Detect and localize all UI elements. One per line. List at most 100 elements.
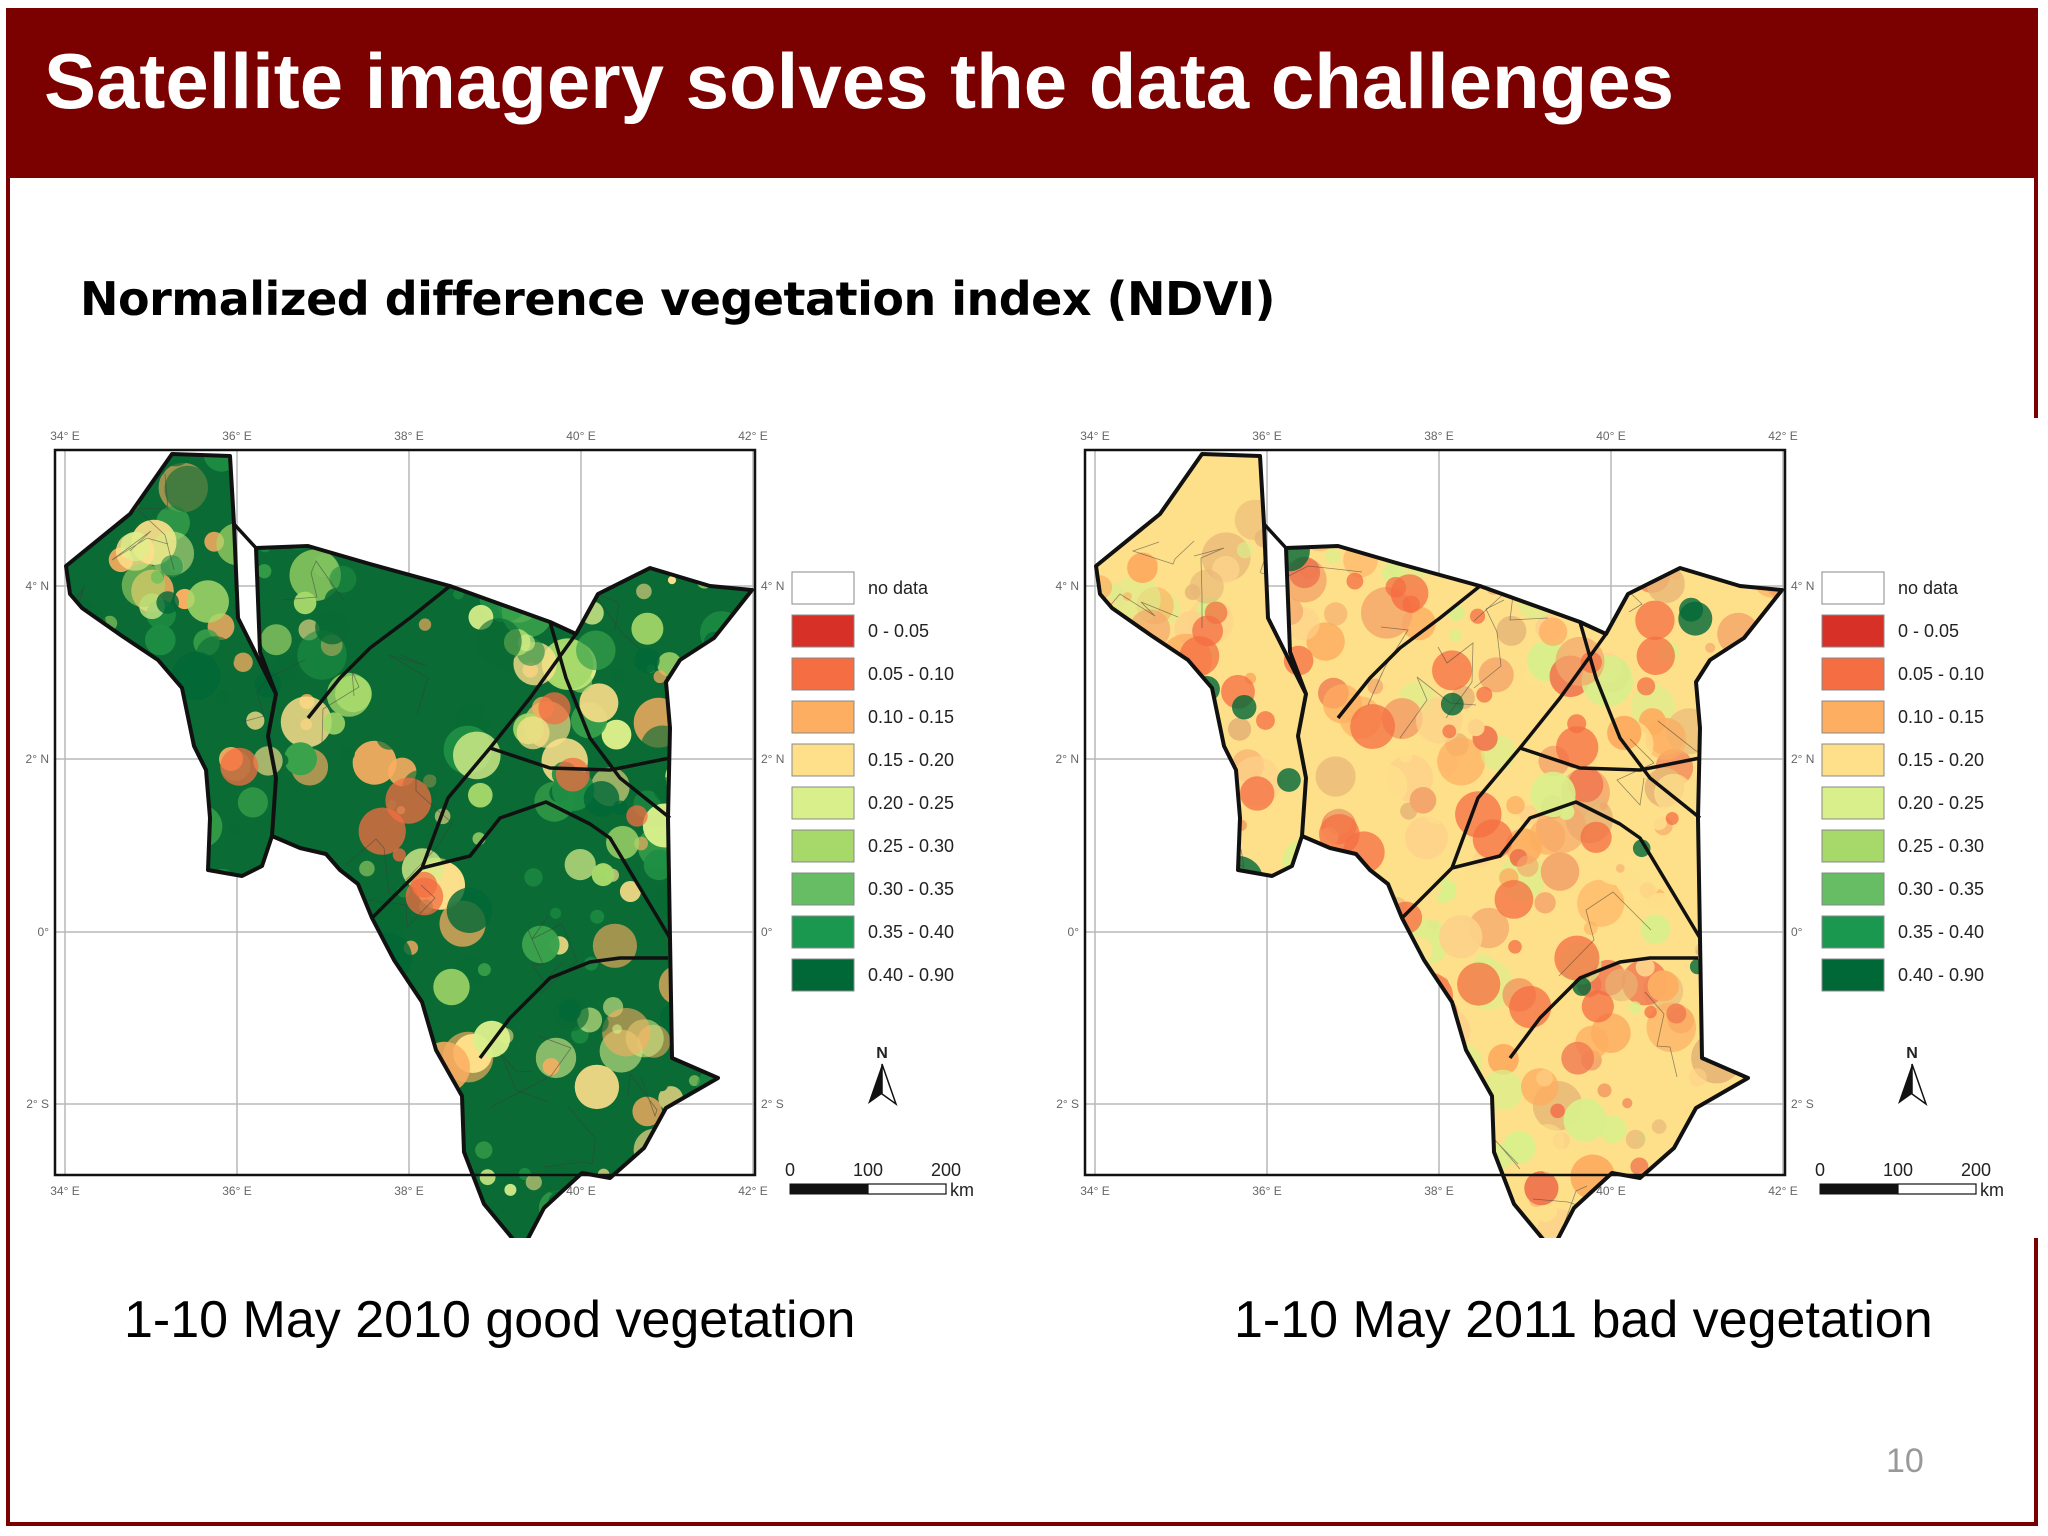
legend-label: no data	[868, 578, 929, 598]
legend-label: 0.40 - 0.90	[868, 965, 954, 985]
legend-label: 0.35 - 0.40	[868, 922, 954, 942]
svg-text:N: N	[876, 1045, 888, 1062]
scale-tick-label: 200	[1961, 1160, 1991, 1180]
scale-tick-label: 0	[785, 1160, 795, 1180]
scale-tick-label: 100	[1883, 1160, 1913, 1180]
lon-tick-label-bottom: 34° E	[1080, 1184, 1109, 1198]
county-borders	[1262, 522, 1702, 1060]
legend-swatch	[791, 743, 855, 777]
region-outline	[64, 452, 754, 1238]
lat-tick-label-left: 2° S	[26, 1097, 49, 1111]
legend-swatch	[1821, 743, 1885, 777]
lon-tick-label-bottom: 36° E	[222, 1184, 251, 1198]
legend-swatch	[1821, 958, 1885, 992]
legend-label: 0.30 - 0.35	[1898, 879, 1984, 899]
lon-tick-label-top: 40° E	[1596, 429, 1625, 443]
scale-tick-label: 200	[931, 1160, 961, 1180]
legend-swatch	[1821, 915, 1885, 949]
scale-unit: km	[1980, 1180, 2004, 1200]
legend-label: 0.10 - 0.15	[1898, 707, 1984, 727]
legend-label: 0.40 - 0.90	[1898, 965, 1984, 985]
legend-label: 0.20 - 0.25	[868, 793, 954, 813]
lon-tick-label-top: 40° E	[566, 429, 595, 443]
lat-tick-label-left: 2° N	[1056, 752, 1079, 766]
lat-tick-label-right: 2° S	[1791, 1097, 1814, 1111]
page-number: 10	[1886, 1442, 1924, 1480]
legend-swatch	[1821, 872, 1885, 906]
lon-tick-label-bottom: 34° E	[50, 1184, 79, 1198]
legend-swatch	[791, 915, 855, 949]
lon-tick-label-top: 38° E	[394, 429, 423, 443]
legend-label: 0.25 - 0.30	[868, 836, 954, 856]
lon-tick-label-top: 36° E	[1252, 429, 1281, 443]
legend-label: 0.15 - 0.20	[1898, 750, 1984, 770]
legend-swatch	[791, 657, 855, 691]
lat-tick-label-left: 0°	[38, 925, 50, 939]
scale-tick-label: 0	[1815, 1160, 1825, 1180]
lat-tick-label-right: 0°	[1791, 925, 1803, 939]
slide-title: Satellite imagery solves the data challe…	[44, 37, 1675, 125]
legend-label: no data	[1898, 578, 1959, 598]
legend-swatch	[791, 571, 855, 605]
lat-tick-label-left: 4° N	[1056, 579, 1079, 593]
north-arrow-icon: N	[1898, 1045, 1928, 1106]
legend-swatch	[1821, 614, 1885, 648]
legend-swatch	[1821, 829, 1885, 863]
legend-swatch	[791, 872, 855, 906]
legend-swatch	[791, 614, 855, 648]
lat-tick-label-right: 4° N	[1791, 579, 1814, 593]
lon-tick-label-bottom: 38° E	[394, 1184, 423, 1198]
lon-tick-label-bottom: 40° E	[566, 1184, 595, 1198]
legend-label: 0.35 - 0.40	[1898, 922, 1984, 942]
legend-label: 0.15 - 0.20	[868, 750, 954, 770]
lon-tick-label-top: 36° E	[222, 429, 251, 443]
lon-tick-label-top: 38° E	[1424, 429, 1453, 443]
lat-tick-label-right: 2° N	[761, 752, 784, 766]
map-caption-2011: 1-10 May 2011 bad vegetation	[1234, 1291, 1933, 1349]
map-subtitle: Normalized difference vegetation index (…	[80, 272, 1275, 326]
graticule: 34° E 34° E 36° E 36° E 38° E 38° E 40° E 40° E…	[26, 429, 785, 1198]
lon-tick-label-bottom: 36° E	[1252, 1184, 1281, 1198]
legend-swatch	[791, 829, 855, 863]
lat-tick-label-right: 2° S	[761, 1097, 784, 1111]
legend-swatch	[791, 958, 855, 992]
legend-label: 0.30 - 0.35	[868, 879, 954, 899]
lon-tick-label-top: 34° E	[50, 429, 79, 443]
lon-tick-label-bottom: 38° E	[1424, 1184, 1453, 1198]
legend-swatch	[791, 786, 855, 820]
legend-label: 0 - 0.05	[1898, 621, 1959, 641]
lon-tick-label-bottom: 40° E	[1596, 1184, 1625, 1198]
map-frame	[1083, 448, 1787, 1177]
ndvi-map-2011: 34° E 34° E 36° E 36° E 38° E 38° E 40° E 40° E…	[1040, 418, 2040, 1238]
legend-label: 0 - 0.05	[868, 621, 929, 641]
svg-text:N: N	[1906, 1045, 1918, 1062]
lat-tick-label-right: 2° N	[1791, 752, 1814, 766]
scale-tick-label: 100	[853, 1160, 883, 1180]
legend-swatch	[791, 700, 855, 734]
title-bar	[6, 8, 2038, 178]
lon-tick-label-top: 34° E	[1080, 429, 1109, 443]
legend-swatch	[1821, 571, 1885, 605]
lon-tick-label-top: 42° E	[1768, 429, 1797, 443]
map-caption-2010: 1-10 May 2010 good vegetation	[124, 1291, 856, 1349]
scale-unit: km	[950, 1180, 974, 1200]
legend-label: 0.10 - 0.15	[868, 707, 954, 727]
lat-tick-label-right: 4° N	[761, 579, 784, 593]
lon-tick-label-bottom: 42° E	[1768, 1184, 1797, 1198]
lat-tick-label-left: 0°	[1068, 925, 1080, 939]
ndvi-legend: no data 0 - 0.05 0.05 - 0.10 0.10 - 0.15 0.1…	[1821, 571, 1984, 992]
legend-swatch	[1821, 657, 1885, 691]
legend-label: 0.05 - 0.10	[1898, 664, 1984, 684]
map-frame	[53, 448, 757, 1177]
lat-tick-label-left: 2° S	[1056, 1097, 1079, 1111]
county-borders	[232, 522, 672, 1060]
lon-tick-label-top: 42° E	[738, 429, 767, 443]
lon-tick-label-bottom: 42° E	[738, 1184, 767, 1198]
legend-swatch	[1821, 786, 1885, 820]
ndvi-map-2010: 34° E 34° E 36° E 36° E 38° E 38° E 40° E 40° E…	[10, 418, 1010, 1238]
legend-swatch	[1821, 700, 1885, 734]
legend-label: 0.25 - 0.30	[1898, 836, 1984, 856]
legend-label: 0.05 - 0.10	[868, 664, 954, 684]
